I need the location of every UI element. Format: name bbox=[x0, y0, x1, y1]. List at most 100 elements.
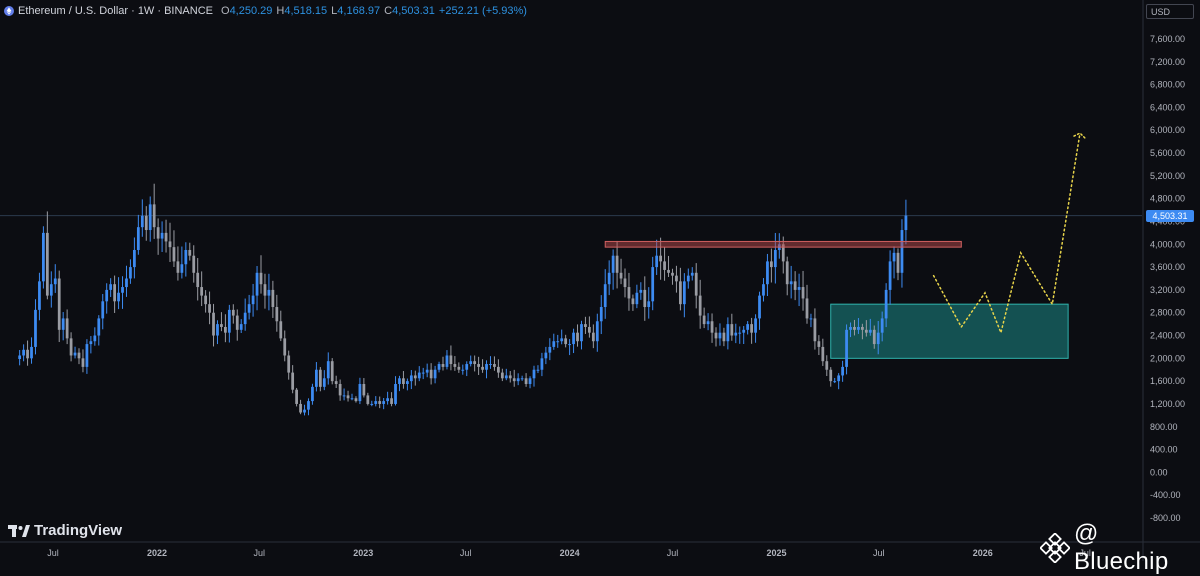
candle-body bbox=[346, 395, 350, 399]
candle-body bbox=[872, 329, 876, 345]
y-tick-label: 800.00 bbox=[1150, 422, 1178, 432]
candle-body bbox=[216, 324, 219, 336]
candle-body bbox=[473, 361, 477, 365]
candle-body bbox=[690, 272, 694, 276]
chart-background bbox=[0, 0, 1200, 561]
candle-body bbox=[251, 295, 255, 305]
y-tick-label: 2,400.00 bbox=[1150, 331, 1185, 341]
candle-body bbox=[152, 204, 156, 228]
candle-body bbox=[631, 298, 635, 305]
candle-body bbox=[421, 372, 425, 374]
symbol-title[interactable]: Ethereum / U.S. Dollar · 1W · BINANCE bbox=[18, 5, 213, 17]
candle-body bbox=[212, 312, 215, 336]
candle-body bbox=[833, 381, 837, 383]
y-tick-label: 3,600.00 bbox=[1150, 262, 1185, 272]
candle-body bbox=[168, 241, 172, 248]
candle-body bbox=[584, 324, 587, 327]
candle-body bbox=[125, 278, 128, 288]
y-tick-label: 6,800.00 bbox=[1150, 80, 1185, 90]
candle-body bbox=[283, 338, 287, 356]
candle-body bbox=[144, 215, 148, 231]
candle-body bbox=[659, 255, 662, 262]
x-tick-label: 2024 bbox=[560, 548, 580, 558]
candle-body bbox=[461, 369, 465, 371]
x-tick-label: Jul bbox=[873, 548, 885, 558]
candle-body bbox=[770, 261, 773, 268]
candle-body bbox=[580, 324, 583, 342]
candle-body bbox=[318, 369, 322, 387]
candle-body bbox=[255, 272, 259, 296]
candle-body bbox=[829, 369, 833, 382]
candle-body bbox=[595, 321, 599, 342]
currency-selector[interactable]: USD bbox=[1146, 4, 1194, 19]
y-tick-label: 3,200.00 bbox=[1150, 285, 1185, 295]
candle-body bbox=[588, 326, 591, 333]
ethereum-icon bbox=[4, 6, 14, 16]
candle-body bbox=[508, 375, 512, 379]
candle-body bbox=[710, 321, 714, 333]
candle-body bbox=[896, 252, 900, 273]
candle-body bbox=[89, 341, 93, 345]
high-value: 4,518.15 bbox=[284, 5, 328, 17]
candle-body bbox=[524, 378, 528, 384]
candle-body bbox=[849, 326, 852, 330]
y-tick-label: 6,000.00 bbox=[1150, 125, 1185, 135]
candle-body bbox=[686, 275, 690, 282]
candle-body bbox=[287, 355, 291, 373]
candle-body bbox=[366, 395, 370, 404]
candle-body bbox=[386, 398, 389, 402]
candle-body bbox=[754, 318, 757, 333]
candle-body bbox=[394, 383, 397, 404]
candle-body bbox=[133, 249, 136, 268]
candle-body bbox=[864, 329, 868, 333]
candle-body bbox=[231, 309, 235, 316]
candle-body bbox=[417, 372, 421, 379]
candle-body bbox=[378, 401, 382, 404]
price-chart[interactable]: 7,600.00 7,200.00 6,800.00 6,400.00 6,000.00… bbox=[0, 0, 1200, 561]
candle-body bbox=[532, 369, 536, 379]
candle-body bbox=[841, 366, 844, 376]
y-tick-label: 2,800.00 bbox=[1150, 308, 1185, 318]
projection-path bbox=[932, 132, 1081, 336]
candle-body bbox=[172, 247, 176, 262]
candle-body bbox=[675, 275, 678, 282]
x-tick-label: 2026 bbox=[973, 548, 993, 558]
x-tick-label: Jul bbox=[667, 548, 679, 558]
candle-body bbox=[160, 232, 164, 239]
candle-body bbox=[73, 352, 77, 356]
candle-body bbox=[45, 232, 49, 296]
candle-body bbox=[303, 409, 306, 413]
open-value: 4,250.29 bbox=[229, 5, 273, 17]
candle-body bbox=[326, 361, 330, 379]
tradingview-logo[interactable]: TradingView bbox=[8, 522, 122, 539]
candle-body bbox=[651, 267, 655, 302]
candle-body bbox=[136, 227, 140, 250]
y-tick-label: 400.00 bbox=[1150, 445, 1178, 455]
candle-body bbox=[164, 232, 168, 242]
candle-body bbox=[101, 301, 105, 319]
candle-body bbox=[627, 287, 631, 299]
candle-body bbox=[742, 329, 746, 333]
candle-body bbox=[564, 338, 568, 345]
candle-body bbox=[34, 309, 37, 347]
candle-body bbox=[825, 361, 829, 370]
candle-body bbox=[354, 398, 358, 402]
candle-body bbox=[477, 364, 480, 367]
candle-body bbox=[766, 261, 769, 285]
candle-body bbox=[192, 255, 196, 273]
last-price-tag: 4,503.31 bbox=[1146, 209, 1194, 222]
candle-body bbox=[208, 304, 211, 313]
candle-body bbox=[235, 315, 239, 330]
candle-body bbox=[85, 344, 89, 367]
candle-body bbox=[49, 284, 53, 296]
candle-body bbox=[311, 386, 314, 402]
candle-body bbox=[560, 338, 564, 342]
candle-body bbox=[413, 375, 417, 379]
candle-body bbox=[520, 378, 524, 380]
y-tick-label: 0.00 bbox=[1150, 467, 1168, 477]
y-tick-label: -400.00 bbox=[1150, 490, 1181, 500]
candle-body bbox=[105, 289, 109, 302]
candle-body bbox=[291, 372, 295, 390]
candle-body bbox=[540, 358, 544, 370]
candle-body bbox=[406, 381, 409, 384]
